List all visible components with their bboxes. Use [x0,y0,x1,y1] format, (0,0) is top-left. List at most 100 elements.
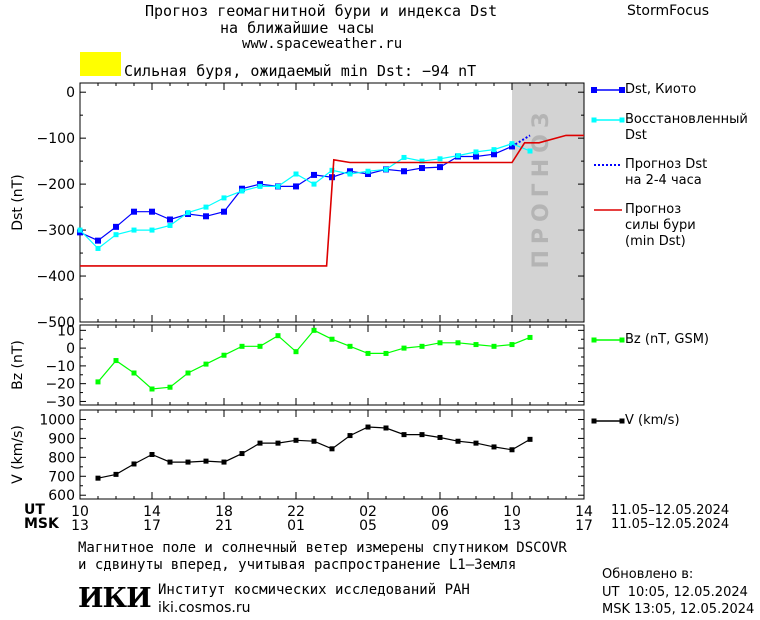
y-axis-label: Bz (nT) [10,340,26,390]
dst-restored-point [383,166,389,172]
forecast-zone-label: ПРОГНОЗ [529,106,554,268]
y-tick-label: −400 [37,269,75,285]
v-point [419,432,425,438]
dst-restored-point [203,204,209,210]
dst-kyoto-point [293,183,299,190]
dst-kyoto-point [437,164,443,171]
forecast-zone [512,83,584,322]
dst-restored-point [275,183,281,189]
dst-kyoto-point [365,171,371,178]
dst-restored-point [527,148,533,154]
v-point [185,459,191,465]
dst-kyoto-point [95,237,101,244]
dst-restored-point [239,188,245,194]
y-axis-label: Dst (nT) [10,174,26,230]
dst-kyoto-point [113,223,119,230]
dst-kyoto-point [311,171,317,178]
y-tick-label: −30 [45,394,75,410]
legend-dst-kyoto-symbol-marker [619,87,625,93]
bz-point [401,345,407,351]
bz-point [113,358,119,364]
msk-tick-label: 01 [287,518,305,534]
footer-note-line1: Магнитное поле и солнечный ветер измерен… [78,540,567,556]
v-point [95,475,101,481]
dst-kyoto-point [149,208,155,215]
dst-panel: ПРОГНОЗ 0 −100 −200 −300 −400 −500 Dst (nT) [10,82,585,331]
v-point [437,434,443,440]
y-tick-label: 10 [57,323,75,339]
dst-restored-point [365,168,371,174]
dst-restored-point [131,227,137,233]
dst-restored-point [185,210,191,216]
dst-kyoto-point [131,208,137,215]
msk-tick-label: 05 [359,518,377,534]
dst-restored-point [167,222,173,228]
y-tick-label: −10 [45,359,75,375]
institute-site[interactable]: iki.cosmos.ru [158,600,251,616]
bz-point [275,333,281,339]
v-point [221,459,227,465]
bz-point [509,342,515,348]
v-point [167,459,173,465]
y-tick-label: 800 [48,450,75,466]
dst-restored-point [509,141,515,147]
dst-kyoto-point [401,168,407,175]
iki-logo: ИКИ [78,583,152,614]
dst-kyoto-point [509,143,515,150]
bz-point [347,343,353,349]
legend-bz-symbol-marker [591,337,597,343]
alert-text: Сильная буря, ожидаемый min Dst: −94 nT [124,62,477,80]
bz-point [473,342,479,348]
v-point [311,438,317,444]
ut-tick-label: 06 [431,504,449,520]
dst-restored-point [311,181,317,187]
y-tick-label: 1000 [39,412,75,428]
storm-forecast-line [80,134,584,267]
dst-kyoto-point [473,153,479,160]
alert-color-box [80,52,121,76]
v-point [347,433,353,439]
ut-tick-label: 14 [575,504,593,520]
bz-point [527,334,533,340]
dst-restored-point [491,147,497,153]
brand-name: StormFocus [627,3,710,19]
dst-kyoto-point [347,168,353,175]
legend-dst-kyoto-label: Dst, Киото [625,82,697,97]
msk-axis-label: MSK [24,516,59,532]
v-point [491,444,497,450]
dst-restored-point [455,153,461,159]
bz-panel: 10 0 −10 −20−30 Bz (nT) [10,323,585,410]
legend-dst-forecast-label-1: Прогноз Dst [625,157,708,172]
bz-point [329,336,335,342]
legend-v-symbol-marker [619,418,625,424]
y-tick-label: 700 [48,469,75,485]
bz-point [311,327,317,333]
y-tick-label: 0 [66,85,75,101]
v-point [383,425,389,431]
y-tick-label: −300 [37,223,75,239]
ut-tick-label: 10 [71,504,89,520]
v-point [239,451,245,457]
legend-bz-symbol-marker [619,337,625,343]
v-point [275,440,281,446]
dst-kyoto-point [221,208,227,215]
bz-point [455,340,461,346]
y-tick-label: −500 [37,315,75,331]
bz-point [365,350,371,356]
msk-tick-label: 21 [215,518,233,534]
legend-storm-label-1: Прогноз [625,202,682,217]
dst-restored-point [95,245,101,251]
dst-kyoto-point [491,151,497,158]
bz-point [419,343,425,349]
updated-ut: UT 10:05, 12.05.2024 [602,585,748,600]
dst-kyoto-point [419,165,425,172]
y-tick-label: −200 [37,177,75,193]
dst-kyoto-line [79,145,513,242]
site-url[interactable]: www.spaceweather.ru [242,36,403,52]
institute-name: Институт космических исследований РАН [158,582,470,598]
v-point [131,461,137,467]
bz-point [239,343,245,349]
v-point [509,447,515,453]
v-line [97,426,531,479]
